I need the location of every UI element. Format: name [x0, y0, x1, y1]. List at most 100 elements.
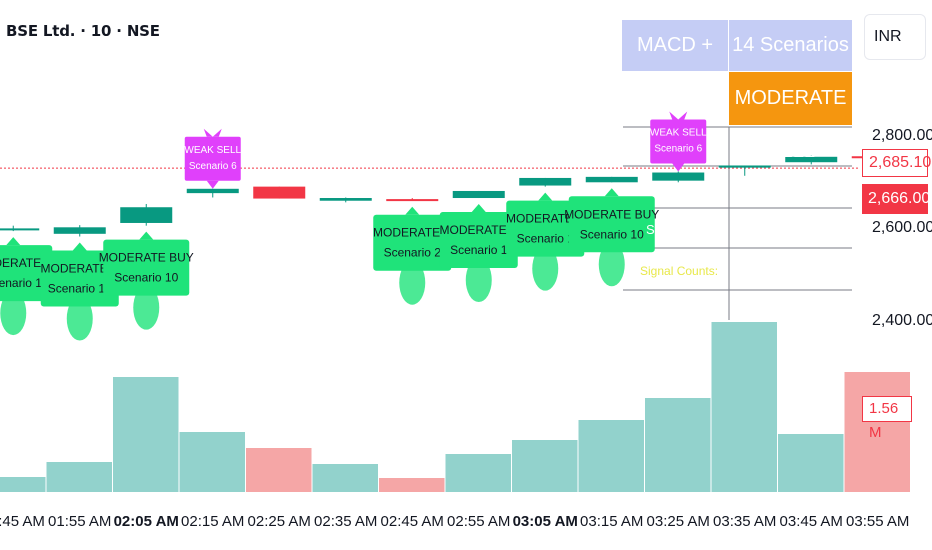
signal-label-text: MODERATE E [0, 256, 52, 270]
time-tick-label: 03:25 AM [646, 513, 710, 530]
candle-body [519, 177, 572, 186]
time-tick-label: 03:55 AM [846, 513, 910, 530]
price-tick-2600: 2,600.00 [872, 219, 932, 236]
signal-label-scenario: Scenario 2 [384, 246, 442, 260]
signal-label-buy [439, 212, 518, 269]
signal-label-buy [568, 196, 655, 253]
stochas-text: Stochas [646, 222, 693, 237]
panel-title-left: MACD + Stoch [622, 20, 729, 107]
candle-body [652, 172, 705, 181]
signal-pointer [405, 206, 420, 215]
time-tick-label: 01:55 AM [48, 513, 112, 530]
signal-label-buy [506, 200, 585, 257]
signal-horns [203, 128, 222, 137]
signal-label-scenario: Scenario 6 [654, 143, 702, 154]
candle-body [53, 227, 106, 234]
high-price-tag: 2,685.10 [862, 149, 931, 177]
signal-pointer [672, 163, 685, 172]
volume-bar [379, 478, 445, 492]
price-tick-2800: 2,800.00 [872, 127, 932, 144]
time-tick-label: 02:45 AM [380, 513, 444, 530]
signal-pointer [6, 237, 21, 246]
signal-label-scenario: Scenario 6 [189, 161, 237, 172]
signal-label-text: WEAK SELL [184, 145, 241, 156]
candle-body [452, 190, 505, 199]
signal-label-text: MODERATE E [440, 223, 518, 237]
signal-label-text: WEAK SELL [650, 127, 707, 138]
signal-drop-marker [465, 258, 492, 303]
volume-bar [445, 454, 511, 492]
signal-label-text: MODERATE BUY [99, 251, 194, 265]
signal-label-buy [40, 250, 119, 307]
signal-label-buy [103, 239, 190, 296]
signal-counts-text: Signal Counts: [640, 264, 719, 278]
signal-drop-marker [133, 285, 160, 330]
time-tick-label: 03:35 AM [713, 513, 777, 530]
signal-label-buy [0, 245, 53, 302]
signal-label-text: MODERATE E [506, 212, 584, 226]
time-tick-label: 02:35 AM [314, 513, 378, 530]
signal-drop-marker [66, 296, 93, 341]
signal-label-sell [184, 136, 241, 181]
candle-body [718, 165, 771, 168]
panel-signal: MODERATE SELL [729, 72, 852, 162]
volume-tag: 1.56 M [862, 396, 912, 441]
time-tick-label: 03:15 AM [580, 513, 644, 530]
signal-pointer [206, 180, 219, 189]
time-tick-label: 02:25 AM [247, 513, 311, 530]
signal-pointer [604, 188, 619, 197]
symbol-title[interactable]: BSE Ltd. · 10 · NSE [6, 22, 160, 40]
time-tick-label: 03:05 AM [512, 513, 578, 530]
time-tick-label: 02:15 AM [181, 513, 245, 530]
volume-bar [778, 434, 844, 492]
volume-bar [312, 464, 378, 492]
candle-body [0, 228, 40, 231]
signal-horns [669, 111, 688, 120]
candle-body [120, 207, 173, 223]
signal-label-scenario: Scenario 10 [580, 227, 644, 241]
volume-bar [844, 372, 910, 492]
signal-label-text: MODERATE E [41, 262, 119, 276]
volume-bar [113, 377, 179, 492]
volume-bar [645, 398, 711, 492]
signal-pointer [538, 192, 553, 201]
signal-label-scenario: Scenario 1 [0, 276, 42, 290]
signal-label-scenario: Scenario 10 [114, 271, 178, 285]
currency-button[interactable]: INR [864, 14, 926, 60]
volume-bar [46, 462, 112, 492]
candle-body [386, 199, 439, 202]
candle-body [585, 176, 638, 183]
signal-label-sell [650, 119, 707, 164]
panel-title-right: 14 Scenarios [729, 20, 852, 71]
volume-bar [179, 432, 245, 492]
signal-label-scenario: Scenario 1 [450, 243, 508, 257]
signal-label-text: MODERATE BUY [564, 207, 659, 221]
signal-pointer [72, 242, 87, 251]
signal-drop-marker [0, 291, 27, 336]
candle-body [785, 156, 838, 163]
volume-bar [578, 420, 644, 492]
signal-pointer [139, 231, 154, 240]
time-tick-label: 03:45 AM [779, 513, 843, 530]
signal-label-buy [373, 214, 452, 271]
time-tick-label: 02:05 AM [113, 513, 179, 530]
candle-body [253, 186, 306, 199]
signal-label-text: MODERATE E [373, 226, 451, 240]
signal-label-scenario: Scenario 10 [48, 282, 112, 296]
signal-drop-marker [399, 260, 426, 305]
volume-bar [0, 477, 46, 492]
signal-drop-marker [598, 242, 625, 287]
stoch-short-text: St [640, 300, 652, 314]
volume-bar [512, 440, 578, 492]
indicator-panel-table: MACD + Stoch 14 Scenarios MODERATE SELL [622, 20, 852, 162]
price-tick-2400: 2,400.00 [872, 312, 932, 329]
signal-drop-marker [532, 246, 559, 291]
time-tick-label: 01:45 AM [0, 513, 45, 530]
current-price-tag: 2,666.00 [862, 184, 930, 214]
volume-bar [711, 322, 777, 492]
volume-bar [246, 448, 312, 492]
candle-body [319, 198, 372, 201]
signal-label-scenario: Scenario 1 [517, 232, 575, 246]
signal-pointer [471, 204, 486, 213]
